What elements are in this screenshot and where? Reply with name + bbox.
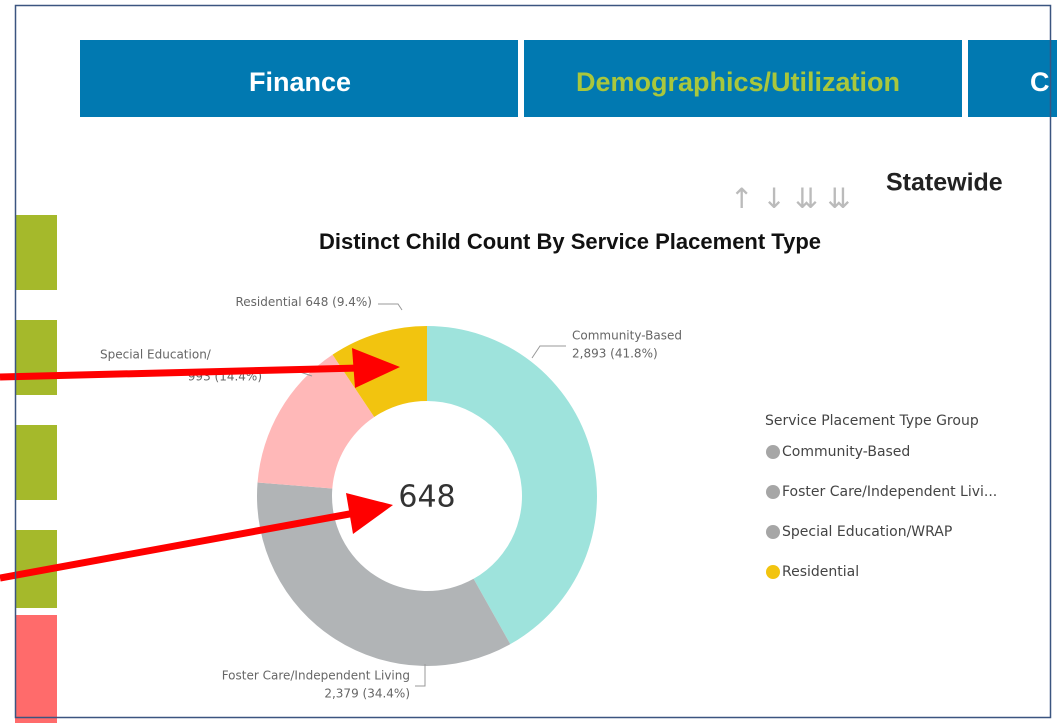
arrow-head [346,493,393,534]
tab-demographics[interactable] [524,40,962,117]
tab-label: C [1030,67,1050,97]
side-block[interactable] [15,425,57,500]
legend-marker [766,565,780,579]
data-label-name: Foster Care/Independent Living [222,669,410,683]
tab-label: Demographics/Utilization [576,67,900,97]
arrow-head [352,348,400,388]
section-title: Statewide [886,169,1003,197]
center-label: 648 [398,480,455,515]
side-block[interactable] [15,215,57,290]
tab-label: Finance [249,67,351,97]
data-label-value: 648 (9.4%) [305,295,372,309]
legend-entry[interactable]: Community-Based [782,444,910,460]
arrow [0,509,356,582]
legend-entry[interactable]: Special Education/WRAP [782,524,952,540]
data-label-value: 2,893 (41.8%) [572,347,658,361]
legend-entry[interactable]: Residential [782,564,859,580]
sort-icons[interactable]: ↑ ↓ ⇊ ⇊ [730,182,851,215]
donut-slice [427,326,598,645]
data-label-value: 2,379 (34.4%) [324,687,410,701]
legend-entry[interactable]: Foster Care/Independent Livi... [782,484,997,500]
legend-marker [766,525,780,539]
annotations [0,348,400,582]
data-label-name: Residential [235,295,301,309]
tab-finance[interactable] [80,40,518,117]
side-block[interactable] [15,320,57,395]
leader-line [531,345,566,359]
donut-slice [256,482,511,666]
data-label: Residential 648 (9.4%) [235,295,372,309]
legend-marker [766,445,780,459]
donut-slice [257,354,375,489]
leader-line [378,303,403,311]
frame [14,4,1052,719]
side-block[interactable] [15,615,57,723]
leader-line [415,664,426,687]
arrow [0,364,361,381]
legend-title: Service Placement Type Group [765,413,979,429]
tab-third[interactable] [968,40,1057,117]
data-label-name: Community-Based [572,329,682,343]
legend-marker [766,485,780,499]
chart-title: Distinct Child Count By Service Placemen… [319,229,821,254]
data-label-name: Special Education/ [100,348,212,362]
